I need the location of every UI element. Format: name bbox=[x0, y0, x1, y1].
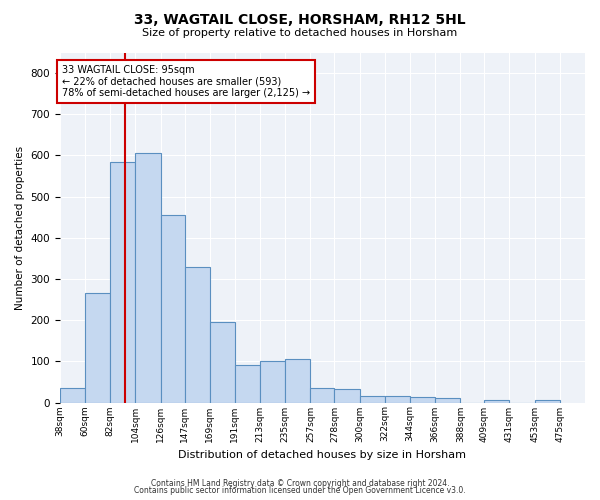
Bar bbox=[136, 154, 161, 402]
X-axis label: Distribution of detached houses by size in Horsham: Distribution of detached houses by size … bbox=[178, 450, 466, 460]
Bar bbox=[110, 162, 136, 402]
Bar bbox=[310, 388, 334, 402]
Text: 33, WAGTAIL CLOSE, HORSHAM, RH12 5HL: 33, WAGTAIL CLOSE, HORSHAM, RH12 5HL bbox=[134, 12, 466, 26]
Bar bbox=[484, 400, 509, 402]
Text: Contains public sector information licensed under the Open Government Licence v3: Contains public sector information licen… bbox=[134, 486, 466, 495]
Bar bbox=[285, 360, 310, 403]
Bar bbox=[359, 396, 385, 402]
Bar bbox=[535, 400, 560, 402]
Bar bbox=[235, 366, 260, 403]
Text: Size of property relative to detached houses in Horsham: Size of property relative to detached ho… bbox=[142, 28, 458, 38]
Text: 33 WAGTAIL CLOSE: 95sqm
← 22% of detached houses are smaller (593)
78% of semi-d: 33 WAGTAIL CLOSE: 95sqm ← 22% of detache… bbox=[62, 65, 310, 98]
Text: Contains HM Land Registry data © Crown copyright and database right 2024.: Contains HM Land Registry data © Crown c… bbox=[151, 478, 449, 488]
Bar bbox=[161, 215, 185, 402]
Bar bbox=[60, 388, 85, 402]
Bar bbox=[334, 390, 359, 402]
Bar bbox=[385, 396, 410, 402]
Bar bbox=[435, 398, 460, 402]
Bar bbox=[260, 362, 285, 403]
Bar bbox=[185, 268, 210, 402]
Bar bbox=[85, 294, 110, 403]
Bar bbox=[410, 397, 435, 402]
Bar bbox=[210, 322, 235, 402]
Y-axis label: Number of detached properties: Number of detached properties bbox=[15, 146, 25, 310]
